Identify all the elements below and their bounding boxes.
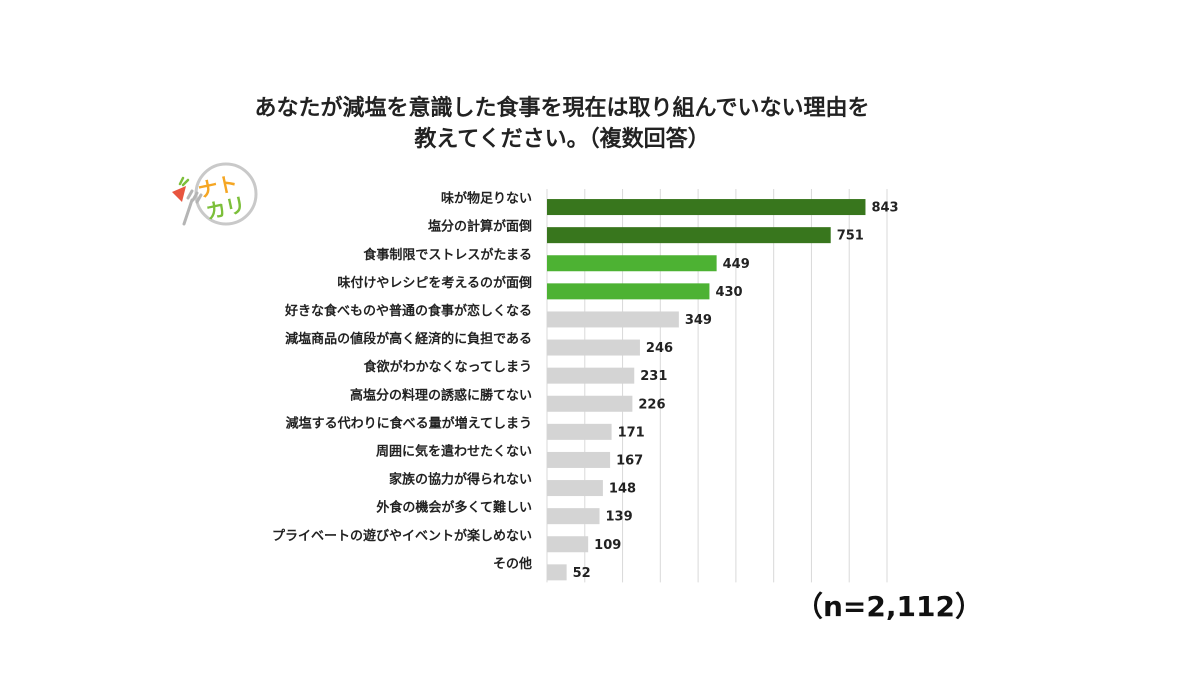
bar bbox=[547, 395, 633, 412]
bar bbox=[547, 480, 603, 497]
category-label: 外食の機会が多くて難しい bbox=[375, 500, 532, 516]
chart-title: あなたが減塩を意識した食事を現在は取り組んでいない理由を 教えてください。（複数… bbox=[150, 93, 974, 155]
bar bbox=[547, 508, 600, 525]
category-label: 味付けやレシピを考えるのが面倒 bbox=[337, 275, 532, 291]
grid-layer bbox=[546, 189, 888, 583]
value-label: 148 bbox=[609, 482, 636, 497]
value-label: 843 bbox=[871, 201, 898, 216]
natokari-logo-icon: ナト カリ bbox=[172, 162, 258, 226]
logo-carrot-icon bbox=[172, 176, 190, 202]
category-label: プライベートの遊びやイベントが楽しめない bbox=[272, 528, 532, 544]
bar bbox=[547, 367, 635, 384]
bar bbox=[547, 311, 679, 328]
category-label: その他 bbox=[493, 556, 532, 572]
bar bbox=[547, 423, 612, 440]
category-label: 減塩商品の値段が高く経済的に負担である bbox=[285, 331, 532, 347]
category-label: 減塩する代わりに食べる量が増えてしまう bbox=[286, 415, 532, 431]
chart-title-line-1: あなたが減塩を意識した食事を現在は取り組んでいない理由を bbox=[254, 96, 870, 121]
value-label: 171 bbox=[618, 425, 645, 440]
category-label: 家族の協力が得られない bbox=[389, 472, 532, 488]
value-label: 139 bbox=[606, 510, 633, 525]
bar bbox=[547, 199, 866, 216]
bar bbox=[547, 283, 710, 300]
category-label: 周囲に気を遣わせたくない bbox=[376, 443, 532, 459]
bar-layer bbox=[547, 199, 866, 581]
sample-size-note: （n=2,112） bbox=[795, 590, 983, 623]
value-label: 449 bbox=[723, 257, 750, 272]
value-label: 751 bbox=[837, 229, 864, 244]
value-label: 109 bbox=[594, 538, 621, 553]
category-label: 高塩分の料理の誘惑に勝てない bbox=[350, 387, 532, 403]
value-label: 430 bbox=[715, 285, 742, 300]
category-label: 味が物足りない bbox=[441, 191, 532, 207]
category-label: 食欲がわかなくなってしまう bbox=[364, 359, 532, 375]
value-label: 231 bbox=[640, 369, 667, 384]
category-label: 食事制限でストレスがたまる bbox=[363, 247, 532, 263]
value-label: 226 bbox=[638, 397, 665, 412]
logo-fork-icon bbox=[182, 189, 203, 226]
value-label: 167 bbox=[616, 453, 643, 468]
value-label: 246 bbox=[646, 341, 673, 356]
category-label: 好きな食べものや普通の食事が恋しくなる bbox=[284, 303, 532, 319]
bar bbox=[547, 564, 567, 581]
category-label-layer: 味が物足りない塩分の計算が面倒食事制限でストレスがたまる味付けやレシピを考えるの… bbox=[272, 191, 532, 572]
category-label: 塩分の計算が面倒 bbox=[428, 219, 532, 235]
bar bbox=[547, 255, 717, 272]
bar bbox=[547, 451, 611, 468]
value-label: 349 bbox=[685, 313, 712, 328]
bar bbox=[547, 536, 589, 553]
value-label: 52 bbox=[573, 566, 591, 581]
bar bbox=[547, 339, 640, 356]
chart-title-line-2: 教えてください。（複数回答） bbox=[414, 127, 710, 152]
bar bbox=[547, 227, 831, 244]
